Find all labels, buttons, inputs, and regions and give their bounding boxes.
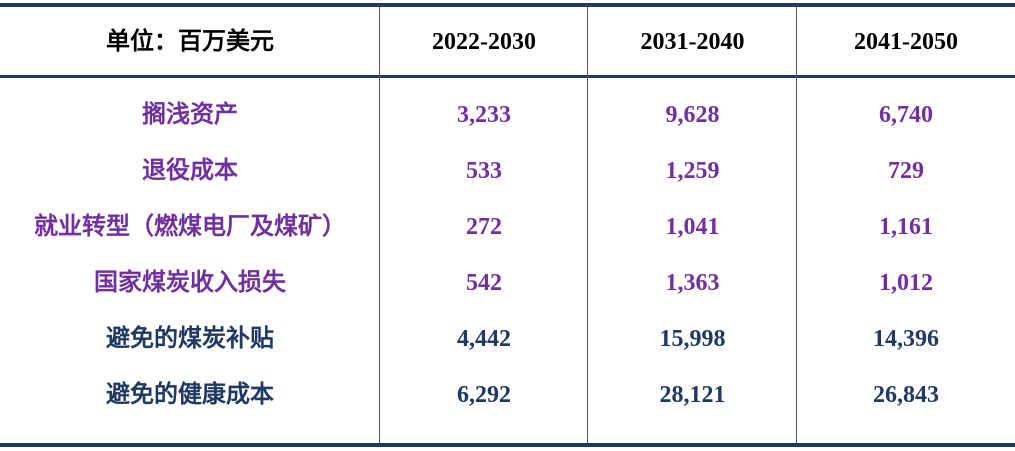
table-cell: 1,161 xyxy=(879,214,933,240)
header-border xyxy=(0,75,1015,78)
table-cell: 国家煤炭收入损失 xyxy=(94,270,286,296)
table-cell: 1,012 xyxy=(879,270,933,296)
table-cell: 533 xyxy=(466,158,502,184)
table-cell: 28,121 xyxy=(659,382,726,408)
column-divider xyxy=(587,7,588,443)
table-cell: 4,442 xyxy=(457,326,511,352)
table-cell: 6,740 xyxy=(879,102,933,128)
table-cell: 1,259 xyxy=(665,158,720,184)
column-divider xyxy=(379,7,380,443)
table-cell: 2022-2030 xyxy=(432,29,536,55)
table-cell: 避免的健康成本 xyxy=(106,382,274,408)
table-cell: 1,363 xyxy=(665,270,720,296)
table-cell: 542 xyxy=(466,270,502,296)
table-cell: 272 xyxy=(466,214,502,240)
table-cell: 避免的煤炭补贴 xyxy=(106,326,274,352)
table-cell: 15,998 xyxy=(659,326,726,352)
table-cell: 1,041 xyxy=(665,214,720,240)
top-border xyxy=(0,3,1015,7)
table-cell: 26,843 xyxy=(873,382,939,408)
table-cell: 退役成本 xyxy=(142,158,238,184)
table-cell: 2031-2040 xyxy=(640,29,745,55)
column-divider xyxy=(796,7,797,443)
table-cell: 14,396 xyxy=(873,326,939,352)
table-cell: 2041-2050 xyxy=(854,29,958,55)
table-cell: 单位：百万美元 xyxy=(106,29,274,55)
table-cell: 就业转型（燃煤电厂及煤矿） xyxy=(34,214,346,240)
table-cell: 9,628 xyxy=(665,102,720,128)
bottom-border xyxy=(0,443,1015,447)
table-cell: 6,292 xyxy=(457,382,511,408)
table-cell: 3,233 xyxy=(457,102,511,128)
table-cell: 729 xyxy=(888,158,924,184)
table-cell: 搁浅资产 xyxy=(142,102,238,128)
